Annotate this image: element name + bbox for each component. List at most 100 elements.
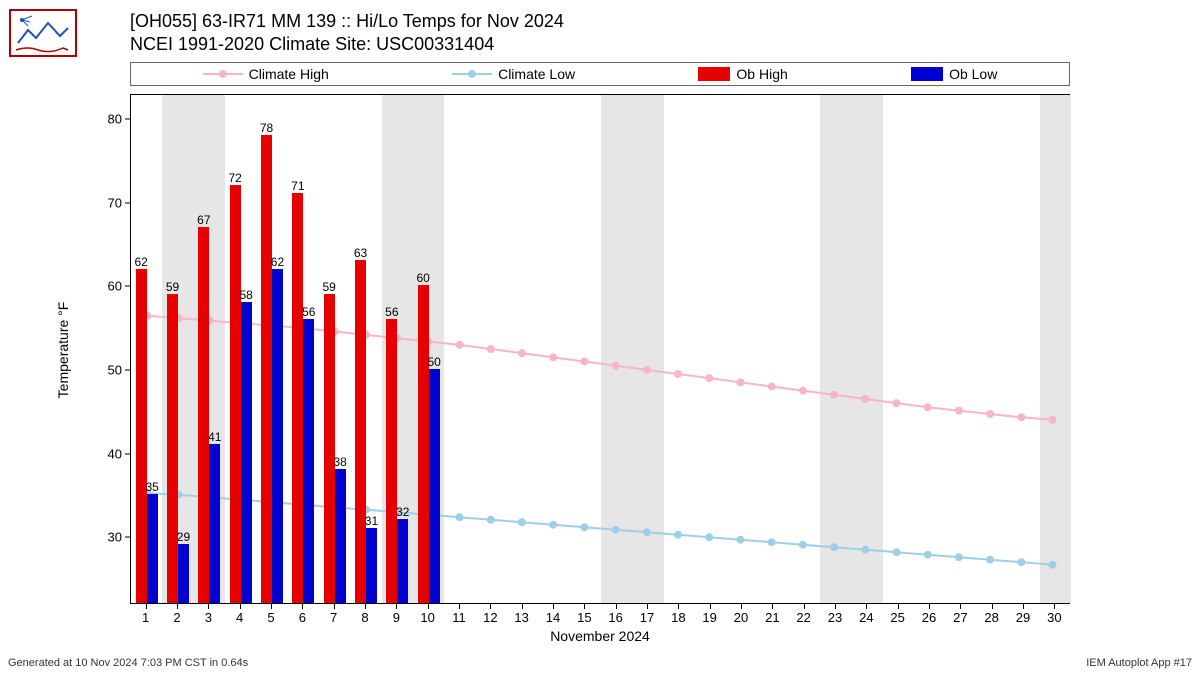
climate-high-marker [549,353,557,361]
climate-low-marker [986,556,994,564]
ob-high-label: 62 [134,255,147,269]
climate-low-marker [487,516,495,524]
y-tick: 60 [92,279,122,294]
ob-low-bar [303,319,314,603]
x-tick: 10 [420,610,434,625]
ob-low-bar [272,269,283,603]
weekend-band [601,95,664,603]
title-line-1: [OH055] 63-IR71 MM 139 :: Hi/Lo Temps fo… [130,10,564,33]
x-tick: 3 [205,610,212,625]
ob-high-label: 67 [197,213,210,227]
x-tick: 14 [546,610,560,625]
footer-left: Generated at 10 Nov 2024 7:03 PM CST in … [8,657,248,669]
chart-area: 6259677278715963566035294158625638313250 [130,94,1070,604]
x-tick: 16 [608,610,622,625]
x-tick: 20 [734,610,748,625]
x-tick: 26 [922,610,936,625]
ob-low-label: 50 [427,355,440,369]
y-tick: 70 [92,195,122,210]
climate-high-marker [456,341,464,349]
x-tick: 19 [702,610,716,625]
x-tick: 29 [1016,610,1030,625]
weekend-band [820,95,883,603]
x-tick: 30 [1047,610,1061,625]
climate-low-marker [549,521,557,529]
chart-title: [OH055] 63-IR71 MM 139 :: Hi/Lo Temps fo… [130,10,564,57]
x-tick: 4 [236,610,243,625]
legend: Climate High Climate Low Ob High Ob Low [130,62,1070,86]
legend-climate-low: Climate Low [452,66,575,82]
climate-high-marker [518,349,526,357]
ob-high-bar [386,319,397,603]
climate-low-marker [456,513,464,521]
climate-low-line [147,493,1052,565]
ob-low-label: 35 [145,480,158,494]
x-axis: 1234567891011121314151617181920212223242… [130,604,1070,624]
ob-high-label: 56 [385,305,398,319]
ob-high-bar [324,294,335,603]
ob-low-bar [335,469,346,603]
climate-high-marker [893,399,901,407]
ob-high-label: 59 [322,280,335,294]
ob-low-bar [366,528,377,603]
y-axis: 304050607080 [90,94,130,604]
climate-low-marker [736,536,744,544]
climate-low-marker [893,548,901,556]
climate-low-marker [768,538,776,546]
x-tick: 5 [267,610,274,625]
ob-low-label: 58 [239,288,252,302]
ob-high-bar [136,269,147,603]
climate-high-marker [580,358,588,366]
climate-high-marker [955,407,963,415]
y-axis-label: Temperature °F [55,302,71,399]
climate-high-marker [986,410,994,418]
x-tick: 8 [361,610,368,625]
climate-high-marker [705,374,713,382]
x-tick: 28 [984,610,998,625]
ob-low-bar [397,519,408,603]
ob-high-label: 72 [228,171,241,185]
x-axis-label: November 2024 [550,628,650,644]
x-tick: 11 [452,610,466,625]
climate-low-marker [955,553,963,561]
ob-low-label: 38 [333,455,346,469]
climate-low-marker [674,531,682,539]
legend-ob-low: Ob Low [911,66,997,82]
x-tick: 9 [393,610,400,625]
x-tick: 6 [299,610,306,625]
ob-high-bar [198,227,209,603]
climate-high-marker [768,382,776,390]
ob-high-bar [418,285,429,603]
footer-right: IEM Autoplot App #17 [1086,657,1192,669]
x-tick: 12 [483,610,497,625]
ob-high-bar [261,135,272,603]
ob-high-label: 59 [166,280,179,294]
x-tick: 2 [173,610,180,625]
climate-low-marker [580,523,588,531]
ob-high-bar [292,193,303,603]
climate-low-marker [1017,558,1025,566]
x-tick: 23 [828,610,842,625]
ob-high-bar [230,185,241,603]
ob-low-label: 56 [302,305,315,319]
legend-ob-high: Ob High [698,66,787,82]
ob-high-label: 78 [260,121,273,135]
y-tick: 30 [92,530,122,545]
climate-high-marker [1017,413,1025,421]
climate-high-marker [736,378,744,386]
x-tick: 22 [796,610,810,625]
climate-low-marker [799,541,807,549]
ob-high-bar [355,260,366,603]
climate-low-marker [518,518,526,526]
ob-low-bar [178,544,189,603]
x-tick: 21 [765,610,779,625]
title-line-2: NCEI 1991-2020 Climate Site: USC00331404 [130,33,564,56]
y-tick: 50 [92,362,122,377]
ob-high-bar [167,294,178,603]
ob-high-label: 71 [291,179,304,193]
ob-low-label: 31 [365,514,378,528]
ob-high-label: 63 [354,246,367,260]
x-tick: 1 [142,610,149,625]
climate-high-line [147,316,1052,420]
climate-high-marker [924,403,932,411]
